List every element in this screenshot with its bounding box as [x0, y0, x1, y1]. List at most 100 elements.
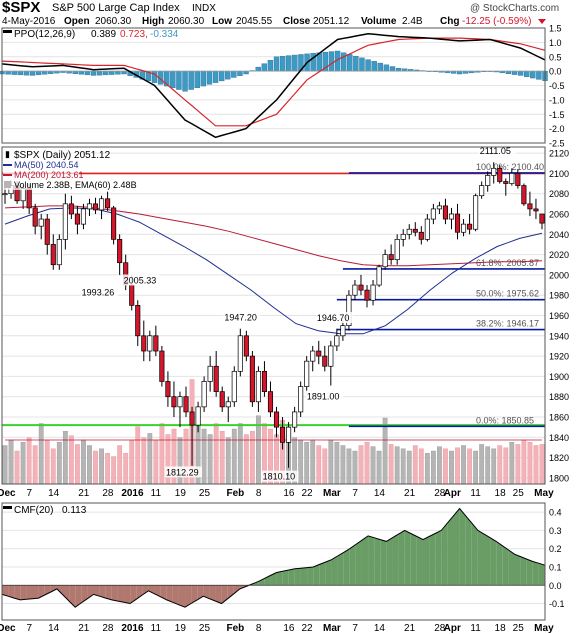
- volume-bar: [141, 437, 147, 485]
- candle-body: [62, 203, 68, 240]
- candle-body: [479, 185, 485, 197]
- cmf-area-segment: [8, 585, 15, 599]
- volume-bar: [533, 445, 539, 485]
- ppo-histogram-bar: [456, 70, 463, 75]
- volume-label: Volume: [361, 16, 397, 27]
- cmf-area-segment: [160, 585, 167, 600]
- price-tick-label: 2020: [549, 250, 569, 260]
- candle-body: [364, 289, 370, 301]
- ppo-histogram-bar: [42, 70, 48, 75]
- volume-bar: [473, 450, 479, 485]
- cmf-area-segment: [514, 554, 521, 586]
- x-axis-mid-tick-label: 21: [404, 488, 416, 499]
- price-annotation-bg: [305, 390, 343, 402]
- cmf-area-segment: [50, 585, 57, 592]
- ppo-histogram-bar: [182, 70, 188, 92]
- volume-bar: [159, 423, 165, 485]
- x-axis-bottom-tick-label: Apr: [444, 623, 461, 634]
- candle-body: [141, 335, 147, 352]
- ppo-histogram-bar: [29, 70, 36, 76]
- candle-body: [129, 284, 135, 306]
- fib-level-label: 50.0%: 1975.62: [476, 289, 539, 299]
- cmf-area-segment: [142, 585, 149, 596]
- candle-body: [467, 223, 473, 230]
- volume-bar: [503, 447, 509, 485]
- volume-bar: [75, 444, 80, 485]
- x-axis-mid-tick-label: Feb: [226, 488, 244, 499]
- exchange: INDX: [192, 3, 216, 14]
- ppo-line: [1, 33, 546, 139]
- candle-body: [92, 203, 99, 211]
- cmf-area-segment: [483, 534, 491, 586]
- x-axis-bottom-tick-label: 11: [470, 623, 481, 634]
- ppo-histogram-bar: [255, 66, 261, 72]
- ppo-histogram-bar: [17, 70, 24, 76]
- volume-legend-swatch: [4, 181, 11, 188]
- volume-bar: [328, 439, 334, 485]
- cmf-area-segment: [380, 539, 387, 586]
- low-value: 2045.55: [236, 16, 273, 27]
- candle-body: [382, 254, 388, 268]
- volume-bar: [93, 450, 98, 485]
- x-axis-bottom-tick-label: 11: [151, 623, 162, 634]
- ppo-histogram-bar: [530, 70, 536, 79]
- ppo-tick-label: 1.5: [549, 24, 562, 34]
- ppo-histogram-bar: [96, 70, 103, 76]
- x-axis-mid-tick-label: 25: [513, 488, 525, 499]
- cmf-area-segment: [459, 508, 466, 586]
- x-axis-bottom-tick-label: 22: [301, 623, 313, 634]
- candle-body: [322, 355, 328, 367]
- x-axis-mid-tick-label: 11: [470, 488, 481, 499]
- x-axis-bottom-tick-label: 21: [78, 623, 90, 634]
- price-tick-label: 2000: [549, 270, 569, 280]
- open-label: Open: [64, 16, 90, 27]
- cmf-area-segment: [111, 585, 118, 602]
- cmf-area-segment: [331, 556, 338, 586]
- x-axis-mid-tick-label: Dec: [0, 488, 16, 499]
- volume-bar: [111, 456, 117, 485]
- volume-bar: [412, 445, 418, 485]
- cmf-tick-label: 0.1: [549, 562, 562, 572]
- cmf-area-segment: [410, 533, 417, 586]
- volume-bar: [231, 428, 237, 485]
- candle-body: [249, 355, 255, 403]
- volume-bar: [449, 450, 454, 485]
- ppo-histogram-bar: [212, 70, 219, 83]
- ma50-legend-label: MA(50) 2040.54: [14, 160, 79, 170]
- volume-bar: [443, 448, 448, 485]
- price-tick-label: 2100: [549, 169, 569, 179]
- volume-bar: [81, 439, 86, 485]
- cmf-area-segment: [258, 578, 265, 586]
- price-annotation-bg: [315, 312, 353, 324]
- ppo-legend-value: -0.334: [150, 29, 179, 40]
- ppo-histogram-bar: [151, 70, 158, 83]
- candle-body: [418, 231, 424, 240]
- volume-bar: [437, 446, 442, 485]
- candle-body: [346, 294, 352, 327]
- cmf-area-segment: [14, 585, 21, 600]
- volume-bar: [219, 431, 225, 485]
- price-tick-label: 2060: [549, 209, 569, 219]
- volume-bar: [68, 435, 74, 485]
- ppo-histogram-bar: [5, 70, 11, 75]
- ppo-histogram-bar: [11, 70, 17, 75]
- ppo-histogram-bar: [170, 70, 176, 88]
- price-tick-label: 1800: [549, 473, 569, 483]
- cmf-area-segment: [520, 556, 527, 586]
- cmf-area-segment: [227, 585, 234, 599]
- candle-body: [261, 370, 268, 392]
- candle-body: [334, 335, 340, 347]
- cmf-tick-label: 0.2: [549, 544, 562, 554]
- price-tick-label: 2120: [549, 149, 569, 159]
- cmf-area-segment: [349, 544, 356, 586]
- ppo-legend-value: 0.389: [91, 29, 116, 40]
- x-axis-mid-tick-label: 19: [175, 488, 187, 499]
- candle-body: [159, 350, 165, 382]
- volume-bar: [243, 434, 249, 485]
- fib-level-label: 0.0%: 1850.85: [476, 415, 534, 425]
- candle-body: [497, 167, 503, 182]
- chg-label: Chg: [440, 16, 459, 27]
- ppo-histogram-bar: [523, 70, 530, 77]
- ppo-histogram-bar: [517, 70, 524, 76]
- candle-body: [316, 350, 322, 357]
